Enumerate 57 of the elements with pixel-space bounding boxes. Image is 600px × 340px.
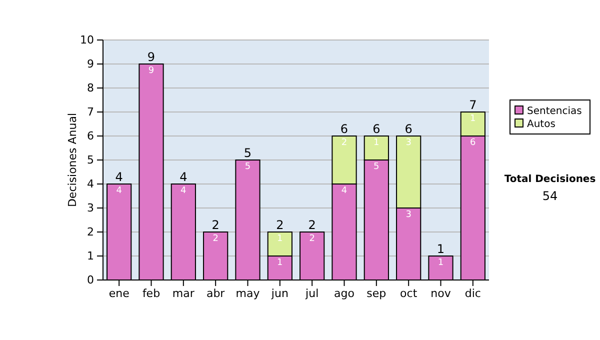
- data-label: 1: [438, 258, 444, 268]
- x-tick-label: abr: [206, 286, 226, 300]
- data-label: 1: [374, 138, 380, 148]
- total-label: 6: [372, 122, 380, 136]
- data-label: 3: [406, 210, 412, 220]
- data-label: 2: [212, 234, 218, 244]
- x-tick-label: jul: [304, 286, 319, 300]
- y-tick-label: 9: [87, 58, 94, 71]
- y-tick-label: 1: [87, 250, 94, 263]
- x-tick-label: sep: [366, 286, 386, 300]
- x-tick-label: mar: [172, 286, 195, 300]
- data-label: 2: [309, 234, 315, 244]
- text: Total Decisiones: [504, 174, 596, 185]
- text: 54: [542, 189, 558, 203]
- y-tick-label: 6: [87, 130, 94, 143]
- y-tick-label: 2: [87, 226, 94, 239]
- total-label: 5: [244, 146, 252, 160]
- x-tick-label: jun: [270, 286, 288, 300]
- y-tick-label: 10: [80, 34, 94, 47]
- total-label: 9: [147, 50, 156, 64]
- total-label: 4: [115, 170, 123, 184]
- total-label: 7: [469, 98, 477, 112]
- total-label: 2: [212, 218, 220, 232]
- total-label: 2: [308, 218, 316, 232]
- legend-label: Sentencias: [527, 106, 582, 117]
- x-tick-label: oct: [400, 286, 418, 300]
- total-label: 6: [340, 122, 348, 136]
- x-tick-label: may: [236, 286, 260, 300]
- y-tick-label: 8: [87, 82, 94, 95]
- data-label: 4: [180, 186, 187, 196]
- data-label: 5: [244, 162, 251, 172]
- total-label: 4: [180, 170, 188, 184]
- data-label: 5: [374, 162, 380, 172]
- x-tick-label: nov: [430, 286, 452, 300]
- y-tick-label: 3: [87, 202, 94, 215]
- data-label: 4: [116, 186, 122, 196]
- x-tick-label: ago: [334, 286, 355, 300]
- data-label: 6: [470, 138, 476, 148]
- data-label: 9: [148, 66, 154, 76]
- data-label: 1: [277, 234, 283, 244]
- total-label: 1: [436, 242, 445, 256]
- y-tick-label: 7: [87, 106, 94, 119]
- data-label: 1: [277, 258, 283, 268]
- total-label: 2: [276, 218, 284, 232]
- data-label: 4: [341, 186, 348, 196]
- x-tick-label: ene: [108, 286, 130, 300]
- data-label: 3: [406, 138, 412, 148]
- x-tick-label: dic: [464, 286, 481, 300]
- data-label: 1: [470, 114, 476, 124]
- y-tick-label: 5: [87, 154, 94, 167]
- x-tick-label: feb: [142, 286, 160, 300]
- total-label: 6: [404, 122, 412, 136]
- y-tick-label: 4: [87, 178, 94, 191]
- legend-label: Autos: [527, 119, 556, 130]
- data-label: 2: [341, 138, 348, 148]
- y-axis-title: Decisiones Anual: [66, 112, 79, 208]
- y-tick-label: 0: [87, 274, 94, 287]
